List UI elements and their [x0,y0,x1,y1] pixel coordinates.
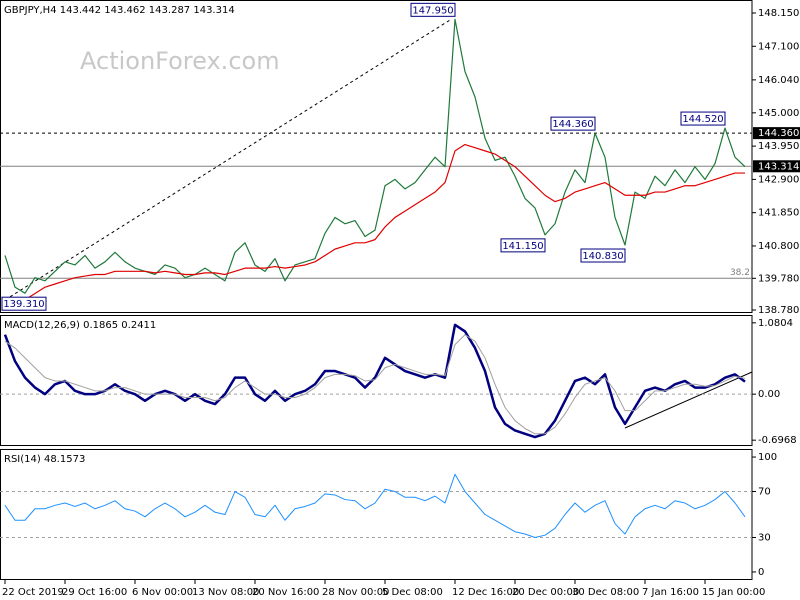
panel-title: RSI(14) 48.1573 [4,454,85,465]
panel-title: GBPJPY,H4 143.442 143.462 143.287 143.31… [4,5,235,16]
price-label: 143.314 [758,161,799,172]
annotation-box [550,116,596,131]
trend-line [4,19,451,301]
price-label-box [753,160,800,173]
x-tick-label: 20 Nov 16:00 [252,587,319,598]
annotation-box [1,296,47,311]
annotation-label: 140.830 [582,251,623,262]
x-tick-label: 5 Dec 08:00 [382,587,443,598]
series-line [3,323,746,439]
panel-frame [0,315,753,446]
y-tick-label: -0.6968 [758,435,797,446]
y-tick-label: 138.780 [758,305,799,316]
y-tick-label: 139.780 [758,273,799,284]
annotation-box [500,238,546,253]
fib-label: 38.2 [730,268,750,278]
panel-frame [0,449,753,580]
x-tick-label: 6 Nov 00:00 [132,587,193,598]
x-tick-label: 22 Oct 2019 [2,587,64,598]
y-tick-label: 148.150 [758,8,799,19]
annotation-box [680,111,726,126]
panel-title: MACD(12,26,9) 0.1865 0.2411 [4,320,156,331]
series-line [4,334,746,435]
y-tick-label: 145.000 [758,108,799,119]
annotation-label: 144.360 [552,119,593,130]
annotation-label: 147.950 [412,5,453,16]
price-label: 144.360 [758,128,799,139]
annotation-box [410,2,456,17]
y-tick-label: 146.040 [758,75,799,86]
x-tick-label: 7 Jan 16:00 [642,587,699,598]
y-tick-label: 70 [758,487,771,498]
y-tick-label: 30 [758,532,771,543]
y-tick-label: 143.950 [758,141,799,152]
y-tick-label: 1.0804 [758,318,793,329]
x-tick-label: 13 Nov 08:00 [192,587,259,598]
x-tick-label: 15 Jan 00:00 [702,587,765,598]
y-tick-label: 100 [758,452,777,463]
y-tick-label: 147.100 [758,41,799,52]
annotation-box [580,248,626,263]
x-tick-label: 12 Dec 16:00 [452,587,519,598]
y-tick-label: 0 [758,567,764,578]
macd-trend-line [624,371,753,429]
y-tick-label: 142.900 [758,174,799,185]
x-tick-label: 28 Nov 00:00 [322,587,389,598]
watermark: ActionForex.com [80,47,280,75]
x-tick-label: 20 Dec 00:00 [512,587,579,598]
annotation-label: 141.150 [502,241,543,252]
price-label-box [753,127,800,140]
annotation-label: 144.520 [682,114,723,125]
y-tick-label: 141.850 [758,208,799,219]
annotation-label: 139.310 [3,299,44,310]
x-tick-label: 29 Oct 16:00 [62,587,127,598]
series-line [4,143,745,307]
series-line [4,473,746,538]
panel-frame [0,0,753,313]
y-tick-label: 140.800 [758,241,799,252]
y-tick-label: 0.00 [758,389,780,400]
series-line [4,18,746,294]
x-tick-label: 30 Dec 08:00 [572,587,639,598]
